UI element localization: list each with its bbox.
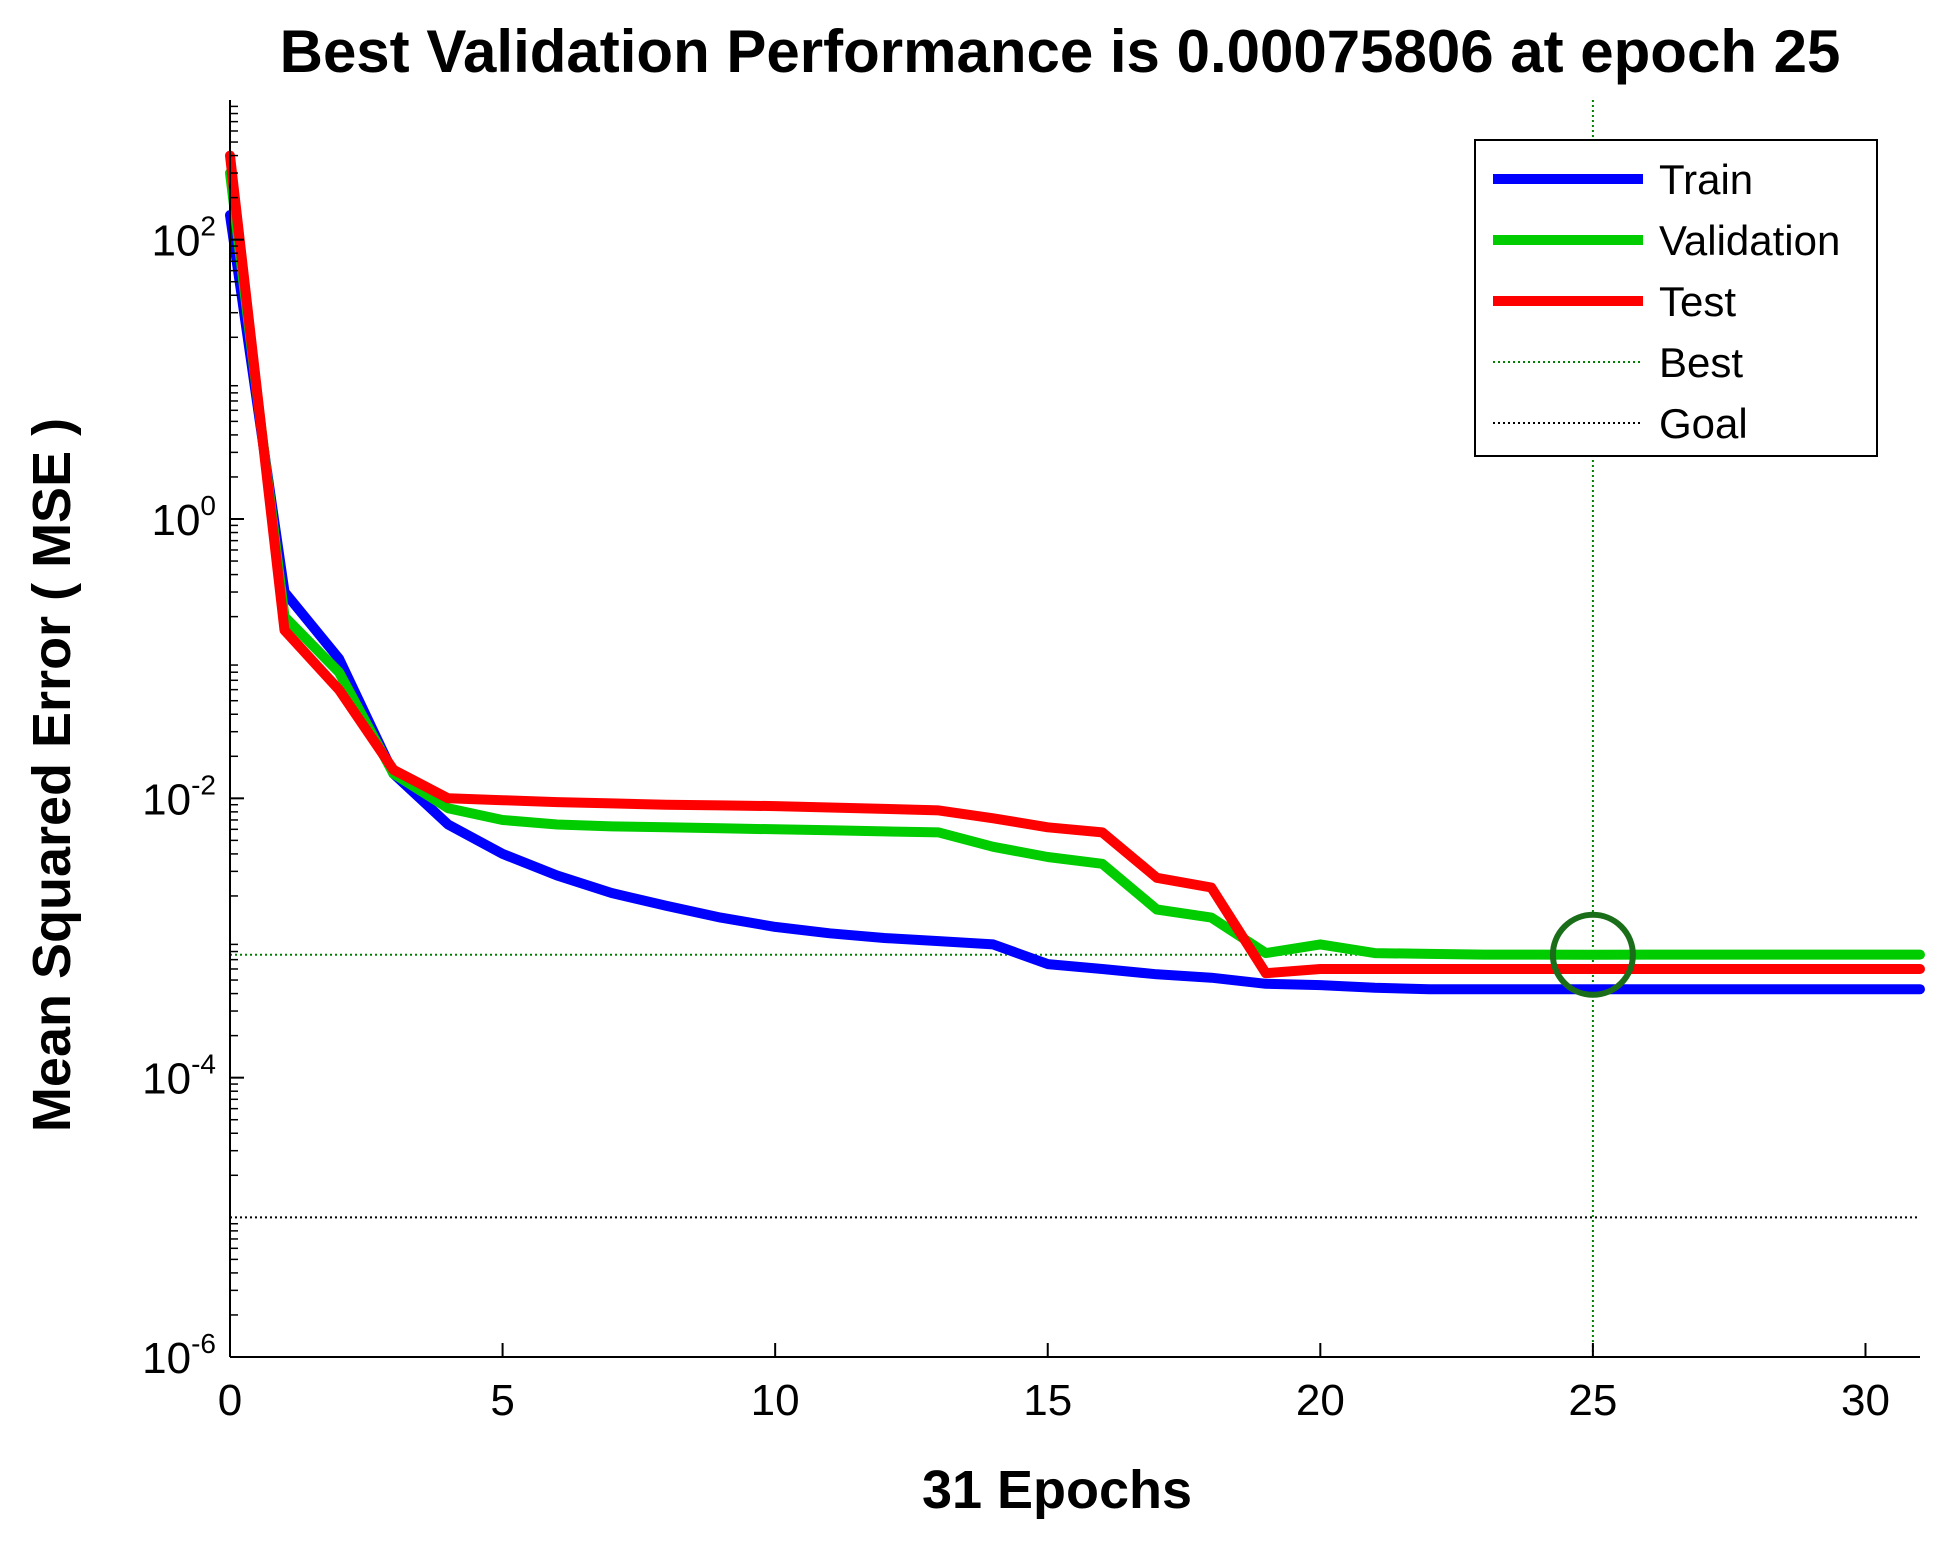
best-point-marker	[1549, 911, 1636, 998]
y-tick-label: 10-2	[142, 769, 216, 824]
y-tick-label: 10-6	[142, 1328, 216, 1383]
legend-label-goal: Goal	[1659, 400, 1748, 447]
series-line-test	[225, 150, 1925, 979]
x-tick-label: 15	[1023, 1376, 1072, 1425]
legend-label-validation: Validation	[1659, 217, 1840, 264]
series-line-train	[225, 210, 1925, 995]
legend: Train Validation Test Best Goal	[1474, 139, 1878, 457]
x-tick-label: 5	[490, 1376, 514, 1425]
series-line-validation	[225, 168, 1925, 960]
axes: 0 5 10 15 20 25 30 10-6 10-4 10-2 100 102	[142, 100, 1920, 1425]
y-tick-label: 102	[151, 211, 216, 266]
x-tick-label: 30	[1841, 1376, 1890, 1425]
legend-label-train: Train	[1659, 156, 1753, 203]
chart-title: Best Validation Performance is 0.0007580…	[280, 18, 1841, 85]
y-tick-label: 10-4	[142, 1049, 216, 1104]
y-tick-label: 100	[151, 490, 216, 545]
x-tick-label: 0	[218, 1376, 242, 1425]
legend-label-test: Test	[1659, 278, 1736, 325]
x-tick-label: 20	[1296, 1376, 1345, 1425]
legend-label-best: Best	[1659, 339, 1743, 386]
x-tick-label: 25	[1568, 1376, 1617, 1425]
y-axis-label: Mean Squared Error ( MSE )	[22, 418, 82, 1132]
plot-area	[225, 100, 1925, 1357]
x-axis-label: 31 Epochs	[922, 1460, 1192, 1520]
x-tick-label: 10	[751, 1376, 800, 1425]
